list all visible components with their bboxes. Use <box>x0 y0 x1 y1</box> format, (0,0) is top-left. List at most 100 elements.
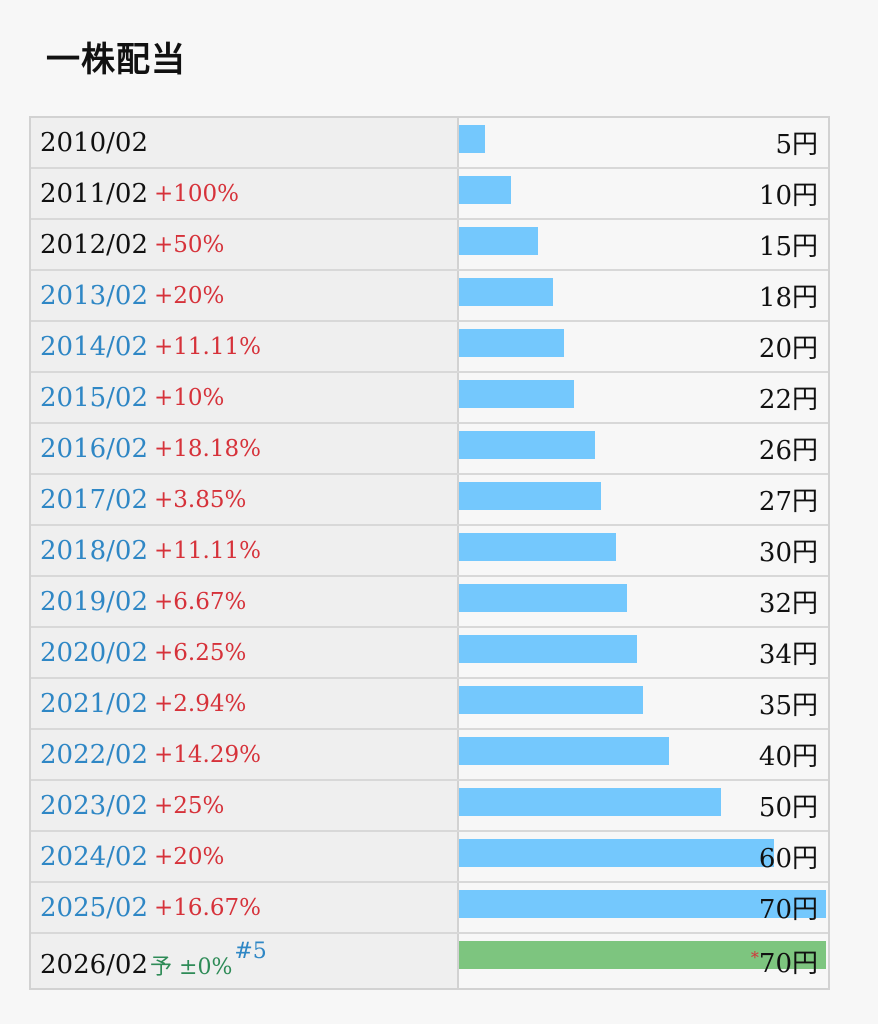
dividend-bar <box>459 788 721 816</box>
bar-cell: 32円 <box>459 577 828 626</box>
dividend-amount: 26円 <box>758 436 818 466</box>
year-cell: 2012/02 +50% <box>31 220 459 269</box>
table-row: 2011/02 +100% 10円 <box>31 169 828 220</box>
growth-rate: +20% <box>154 843 225 870</box>
year-label[interactable]: 2023/02 <box>40 790 149 821</box>
table-row: 2018/02 +11.11% 30円 <box>31 526 828 577</box>
year-cell: 2025/02 +16.67% <box>31 883 459 932</box>
table-row: 2019/02 +6.67% 32円 <box>31 577 828 628</box>
year-cell: 2020/02 +6.25% <box>31 628 459 677</box>
growth-rate: +11.11% <box>154 333 261 360</box>
growth-rate: +6.67% <box>154 588 247 615</box>
dividend-amount: 27円 <box>758 487 818 517</box>
growth-rate: +100% <box>154 180 240 207</box>
bar-cell: 20円 <box>459 322 828 371</box>
year-label[interactable]: 2018/02 <box>40 535 149 566</box>
bar-cell: 27円 <box>459 475 828 524</box>
year-cell: 2023/02 +25% <box>31 781 459 830</box>
bar-cell: 15円 <box>459 220 828 269</box>
dividend-bar <box>459 737 669 765</box>
dividend-amount: 32円 <box>758 589 818 619</box>
bar-cell: 70円 <box>459 883 828 932</box>
dividend-amount: 34円 <box>758 640 818 670</box>
year-label[interactable]: 2019/02 <box>40 586 149 617</box>
table-row: 2021/02 +2.94% 35円 <box>31 679 828 730</box>
table-row: 2014/02 +11.11% 20円 <box>31 322 828 373</box>
dividend-amount: 35円 <box>758 691 818 721</box>
year-cell: 2024/02 +20% <box>31 832 459 881</box>
table-row: 2010/02 5円 <box>31 118 828 169</box>
page-title: 一株配当 <box>46 40 186 80</box>
year-label[interactable]: 2021/02 <box>40 688 149 719</box>
dividend-bar <box>459 380 574 408</box>
growth-rate: +16.67% <box>154 894 261 921</box>
dividend-amount: 60円 <box>758 844 818 874</box>
dividend-amount: 30円 <box>758 538 818 568</box>
dividend-bar <box>459 584 627 612</box>
dividend-bar <box>459 839 774 867</box>
year-cell: 2015/02 +10% <box>31 373 459 422</box>
table-row: 2023/02 +25% 50円 <box>31 781 828 832</box>
dividend-bar <box>459 227 538 255</box>
footnote-link[interactable]: #5 <box>234 938 267 964</box>
bar-cell: 50円 <box>459 781 828 830</box>
year-label[interactable]: 2015/02 <box>40 382 149 413</box>
year-label[interactable]: 2016/02 <box>40 433 149 464</box>
bar-cell: 30円 <box>459 526 828 575</box>
forecast-label: 予 ±0% <box>150 955 233 980</box>
dividend-bar <box>459 125 485 153</box>
year-cell: 2011/02 +100% <box>31 169 459 218</box>
table-row: 2012/02 +50% 15円 <box>31 220 828 271</box>
growth-rate: +18.18% <box>154 435 261 462</box>
bar-cell: 10円 <box>459 169 828 218</box>
table-row: 2025/02 +16.67% 70円 <box>31 883 828 934</box>
year-label: 2010/02 <box>40 127 149 158</box>
dividend-bar <box>459 482 601 510</box>
year-cell: 2026/02 予 ±0% #5 <box>31 934 459 988</box>
dividend-amount: 15円 <box>758 232 818 262</box>
dividend-amount: 70円 <box>758 895 818 925</box>
dividend-bar <box>459 278 553 306</box>
growth-rate: +11.11% <box>154 537 261 564</box>
year-label[interactable]: 2025/02 <box>40 892 149 923</box>
table-row: 2024/02 +20% 60円 <box>31 832 828 883</box>
table-row: 2020/02 +6.25% 34円 <box>31 628 828 679</box>
year-label[interactable]: 2017/02 <box>40 484 149 515</box>
year-label[interactable]: 2024/02 <box>40 841 149 872</box>
dividend-bar <box>459 635 637 663</box>
dividend-amount: 20円 <box>758 334 818 364</box>
dividend-amount: 5円 <box>775 130 818 160</box>
year-label[interactable]: 2014/02 <box>40 331 149 362</box>
growth-rate: +25% <box>154 792 225 819</box>
growth-rate: +3.85% <box>154 486 247 513</box>
year-label: 2012/02 <box>40 229 149 260</box>
table-row: 2016/02 +18.18% 26円 <box>31 424 828 475</box>
year-label[interactable]: 2022/02 <box>40 739 149 770</box>
dividend-bar <box>459 890 826 918</box>
bar-cell: 5円 <box>459 118 828 167</box>
dividend-amount: 50円 <box>758 793 818 823</box>
growth-rate: +14.29% <box>154 741 261 768</box>
year-label: 2026/02 <box>40 950 149 980</box>
dividend-bar <box>459 176 511 204</box>
year-cell: 2019/02 +6.67% <box>31 577 459 626</box>
forecast-bar <box>459 941 826 969</box>
bar-cell: 34円 <box>459 628 828 677</box>
dividend-table: 2010/02 5円 2011/02 +100% 10円 2012/02 +50% 15円 20… <box>29 116 830 990</box>
year-label[interactable]: 2013/02 <box>40 280 149 311</box>
dividend-bar <box>459 329 564 357</box>
bar-cell: * 70円 <box>459 934 828 988</box>
year-cell: 2014/02 +11.11% <box>31 322 459 371</box>
bar-cell: 22円 <box>459 373 828 422</box>
bar-cell: 26円 <box>459 424 828 473</box>
year-cell: 2021/02 +2.94% <box>31 679 459 728</box>
amount-value: 70円 <box>758 948 818 979</box>
growth-rate: +10% <box>154 384 225 411</box>
table-row: 2013/02 +20% 18円 <box>31 271 828 322</box>
dividend-amount: 22円 <box>758 385 818 415</box>
dividend-amount: * 70円 <box>751 934 818 988</box>
dividend-bar <box>459 431 595 459</box>
year-label[interactable]: 2020/02 <box>40 637 149 668</box>
table-row: 2022/02 +14.29% 40円 <box>31 730 828 781</box>
growth-rate: +6.25% <box>154 639 247 666</box>
